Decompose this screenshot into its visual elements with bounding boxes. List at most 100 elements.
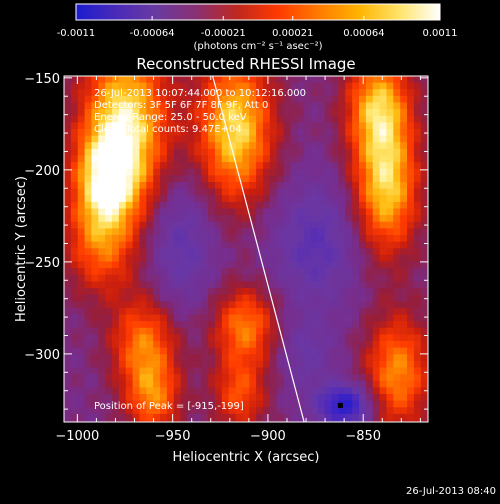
heatmap-cell (359, 248, 367, 256)
heatmap-cell (338, 334, 346, 342)
heatmap-cell (70, 400, 79, 408)
heatmap-cell (173, 347, 182, 355)
heatmap-cell (194, 221, 202, 229)
heatmap-cell (365, 341, 374, 349)
heatmap-cell (166, 188, 175, 196)
heatmap-cell (304, 142, 312, 150)
heatmap-cell (283, 360, 292, 369)
heatmap-cell (235, 76, 243, 84)
heatmap-cell (98, 188, 106, 196)
heatmap-cell (139, 407, 147, 415)
heatmap-cell (345, 162, 353, 170)
heatmap-cell (70, 241, 79, 249)
heatmap-cell (242, 122, 250, 130)
heatmap-cell (427, 307, 428, 316)
heatmap-cell (317, 261, 326, 269)
heatmap-cell (420, 274, 428, 282)
heatmap-cell (276, 228, 285, 236)
heatmap-cell (256, 261, 264, 269)
heatmap-cell (84, 168, 93, 176)
heatmap-cell (262, 95, 271, 104)
heatmap-cell (324, 374, 333, 382)
heatmap-cell (180, 76, 189, 84)
heatmap-cell (180, 367, 189, 375)
heatmap-cell (194, 142, 202, 150)
heatmap-cell (194, 215, 202, 223)
heatmap-cell (118, 261, 127, 269)
heatmap-cell (208, 142, 216, 150)
heatmap-cell (84, 155, 93, 163)
heatmap-cell (98, 168, 106, 176)
heatmap-cell (352, 301, 360, 309)
heatmap-cell (70, 347, 79, 355)
heatmap-cell (132, 321, 141, 329)
heatmap-cell (112, 380, 120, 388)
heatmap-cell (180, 413, 189, 422)
heatmap-cell (434, 407, 441, 414)
heatmap-cell (112, 334, 120, 342)
heatmap-cell (91, 301, 99, 309)
heatmap-cell (77, 341, 86, 349)
heatmap-cell (166, 82, 175, 90)
heatmap-cell (180, 354, 189, 362)
heatmap-cell (98, 268, 106, 276)
heatmap-cell (125, 367, 134, 375)
heatmap-cell (84, 294, 93, 302)
heatmap-cell (283, 162, 292, 170)
heatmap-cell (125, 102, 134, 110)
heatmap-cell (187, 228, 195, 236)
plot-frame (63, 75, 429, 423)
heatmap-cell (359, 129, 367, 137)
heatmap-cell (297, 268, 305, 276)
heatmap-cell (304, 327, 312, 335)
heatmap-cell (386, 122, 394, 130)
heatmap-cell (386, 76, 394, 84)
heatmap-cell (125, 195, 134, 203)
heatmap-cell (64, 341, 72, 349)
heatmap-cell (77, 115, 86, 123)
heatmap-cell (290, 182, 298, 190)
heatmap-cell (132, 354, 141, 362)
heatmap-cell (77, 168, 86, 176)
heatmap-cell (228, 221, 237, 229)
heatmap-cell (208, 360, 216, 369)
heatmap-cell (249, 268, 257, 276)
heatmap-cell (324, 407, 333, 415)
heatmap-cell (427, 182, 428, 190)
heatmap-cell (304, 374, 312, 382)
heatmap-cell (386, 387, 394, 395)
heatmap-cell (393, 387, 401, 395)
heatmap-cell (372, 228, 381, 236)
heatmap-cell (77, 221, 86, 229)
heatmap-cell (160, 135, 168, 143)
heatmap-cell (153, 195, 161, 203)
heatmap-cell (290, 89, 298, 97)
heatmap-cell (379, 155, 388, 163)
heatmap-cell (98, 394, 106, 402)
heatmap-cell (338, 321, 346, 329)
heatmap-cell (70, 341, 79, 349)
heatmap-cell (180, 314, 189, 322)
heatmap-cell (297, 182, 305, 190)
heatmap-cell (420, 201, 428, 210)
heatmap-cell (359, 254, 367, 263)
heatmap-cell (420, 82, 428, 90)
heatmap-cell (365, 76, 374, 84)
heatmap-cell (276, 374, 285, 382)
chart-title: Reconstructed RHESSI Image (136, 55, 355, 73)
heatmap-cell (228, 301, 237, 309)
heatmap-cell (283, 82, 292, 90)
heatmap-cell (214, 115, 223, 123)
heatmap-cell (221, 387, 230, 395)
heatmap-cell (393, 420, 401, 422)
heatmap-cell (400, 208, 408, 216)
heatmap-cell (70, 274, 79, 282)
heatmap-cell (98, 294, 106, 302)
heatmap-cell (256, 76, 264, 84)
heatmap-cell (413, 76, 422, 84)
heatmap-cell (352, 76, 360, 84)
heatmap-cell (331, 208, 340, 216)
heatmap-cell (256, 294, 264, 302)
heatmap-cell (359, 221, 367, 229)
heatmap-cell (112, 228, 120, 236)
